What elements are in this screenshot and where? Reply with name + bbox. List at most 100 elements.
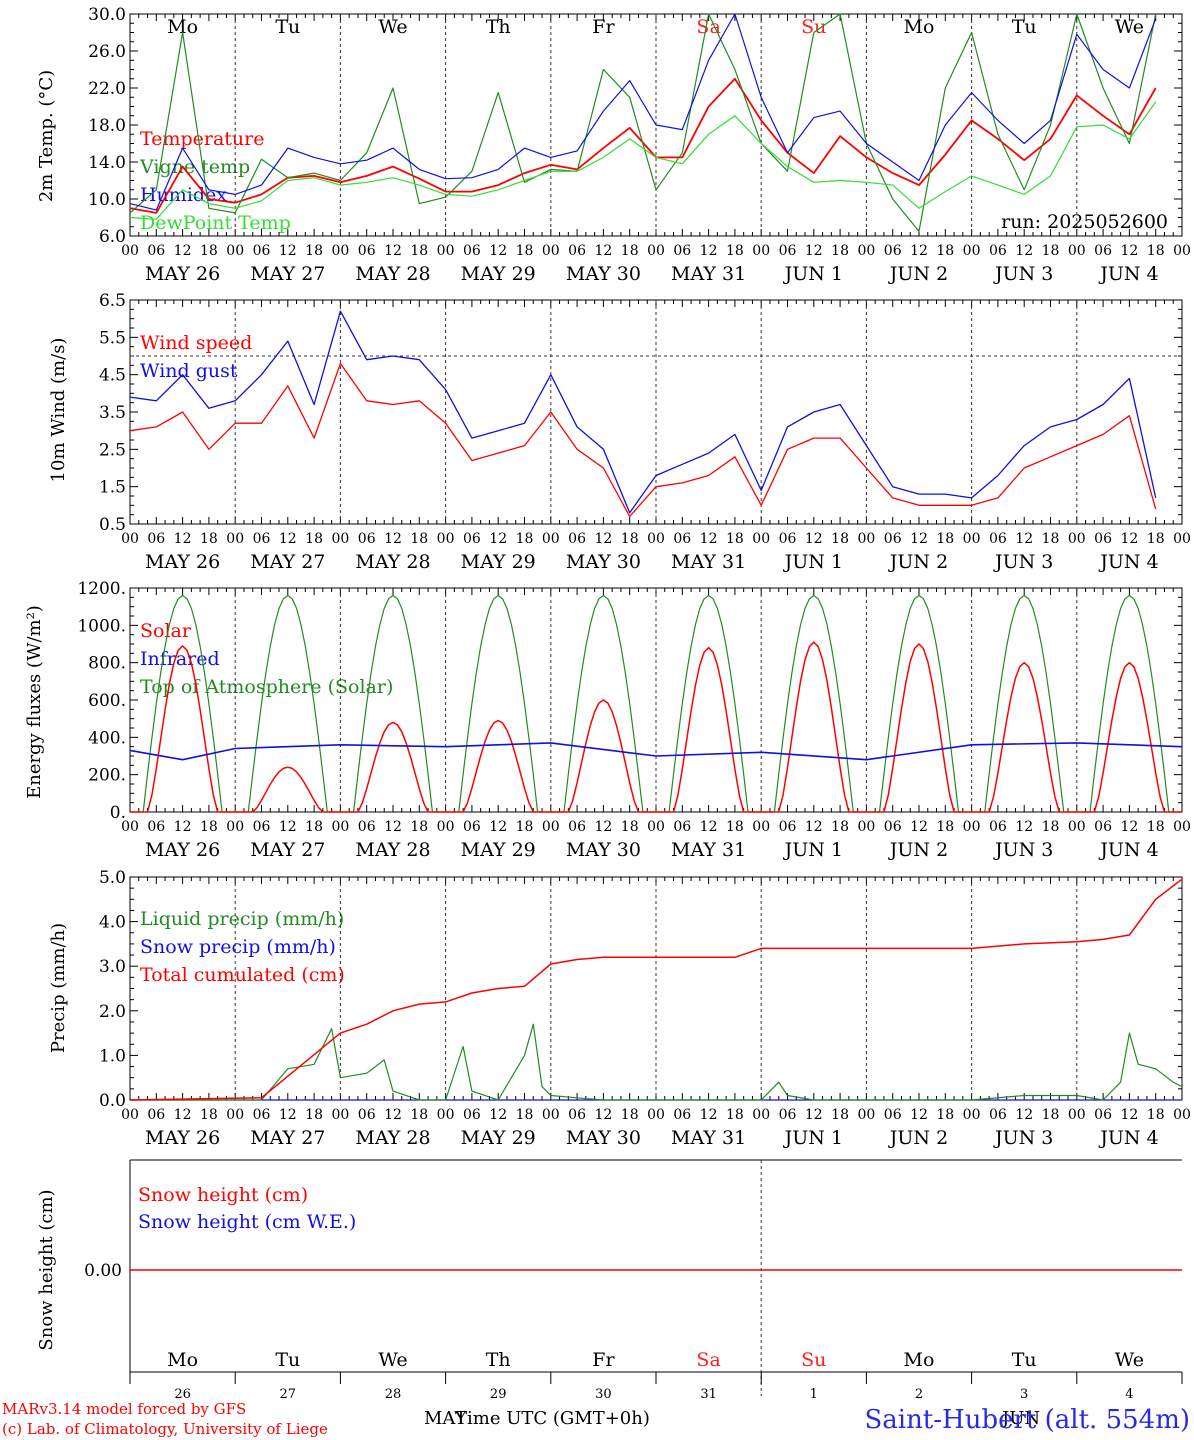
day-label: MAY 31 [671, 1127, 746, 1149]
panel-frame [129, 299, 1183, 525]
legend-humidex: Humidex [140, 184, 227, 206]
legend-snow-height: Snow height (cm) [138, 1184, 308, 1206]
day-label: MAY 27 [250, 1127, 325, 1149]
hour-label: 06 [1094, 819, 1112, 835]
hour-label: 12 [174, 1107, 192, 1123]
energy-panel: Energy fluxes (W/m²) Solar Infrared Top … [24, 605, 393, 799]
day-label: JUN 3 [993, 839, 1053, 861]
hour-label: 06 [463, 243, 481, 259]
hour-label: 18 [621, 819, 639, 835]
hour-label: 06 [989, 819, 1007, 835]
day-label: MAY 31 [671, 551, 746, 573]
hour-label: 18 [1042, 819, 1060, 835]
hour-label: 18 [1042, 243, 1060, 259]
day-number: 1 [810, 1387, 818, 1402]
model-credit: MARv3.14 model forced by GFS [2, 1400, 246, 1418]
day-label: MAY 26 [145, 1127, 220, 1149]
day-label: MAY 29 [461, 1127, 536, 1149]
hour-label: 18 [410, 243, 428, 259]
hour-label: 06 [779, 243, 797, 259]
hour-label: 18 [726, 531, 744, 547]
hour-label: 00 [331, 243, 349, 259]
hour-label: 00 [857, 1107, 875, 1123]
day-label: MAY 28 [355, 263, 430, 285]
day-label: JUN 3 [993, 551, 1053, 573]
hour-label: 00 [963, 243, 981, 259]
hour-label: 06 [884, 243, 902, 259]
y-tick-label: 18.0 [88, 116, 126, 136]
y-tick-label: 5.0 [99, 868, 126, 888]
y-tick-label: 3.5 [99, 403, 126, 423]
weekday-label: Tu [275, 1349, 300, 1371]
day-label: MAY 26 [145, 551, 220, 573]
hour-label: 12 [279, 243, 297, 259]
hour-label: 06 [147, 1107, 165, 1123]
hour-label: 18 [1147, 1107, 1165, 1123]
hour-label: 06 [568, 531, 586, 547]
hour-label: 12 [1015, 1107, 1033, 1123]
hour-label: 18 [410, 1107, 428, 1123]
hour-label: 06 [463, 531, 481, 547]
hour-label: 18 [200, 819, 218, 835]
hour-label: 18 [831, 819, 849, 835]
hour-label: 06 [253, 819, 271, 835]
snow-panel: Snow height (cm) Snow height (cm) Snow h… [36, 1184, 356, 1351]
hour-label: 18 [305, 243, 323, 259]
hour-label: 12 [700, 531, 718, 547]
hour-label: 00 [331, 531, 349, 547]
y-tick-label: 2.5 [99, 440, 126, 460]
day-label: JUN 3 [993, 1127, 1053, 1149]
hour-label: 00 [857, 243, 875, 259]
hour-label: 06 [989, 243, 1007, 259]
hour-label: 18 [200, 531, 218, 547]
hour-label: 18 [1147, 819, 1165, 835]
hour-label: 00 [1068, 1107, 1086, 1123]
solar-line [130, 641, 1182, 813]
weekday-label: Su [801, 1349, 826, 1371]
hour-label: 00 [1173, 1107, 1191, 1123]
day-label: JUN 1 [783, 551, 843, 573]
hour-label: 00 [1068, 243, 1086, 259]
y-tick-label: 400. [88, 728, 126, 748]
y-tick-label: 200. [88, 766, 126, 786]
hour-label: 18 [410, 531, 428, 547]
y-tick-label: 6.0 [99, 227, 126, 247]
weekday-label: Fr [592, 1349, 615, 1371]
hour-label: 00 [1173, 819, 1191, 835]
x-axis-label: Time UTC (GMT+0h) [455, 1408, 650, 1429]
day-label: JUN 4 [1098, 263, 1158, 285]
hour-label: 12 [489, 531, 507, 547]
legend-infrared: Infrared [140, 648, 220, 670]
day-number: 4 [1125, 1387, 1133, 1402]
day-label: MAY 30 [566, 839, 641, 861]
y-tick-label: 600. [88, 691, 126, 711]
hour-label: 06 [989, 531, 1007, 547]
day-number: 26 [174, 1387, 191, 1402]
weekday-label: Tu [1012, 1349, 1037, 1371]
temperature-line [129, 77, 1157, 214]
hour-label: 00 [752, 531, 770, 547]
hour-label: 12 [489, 1107, 507, 1123]
y-tick-label: 4.0 [99, 913, 126, 933]
hour-label: 18 [936, 1107, 954, 1123]
hour-label: 18 [410, 819, 428, 835]
hour-label: 00 [542, 1107, 560, 1123]
day-number: 27 [280, 1387, 297, 1402]
hour-label: 12 [594, 819, 612, 835]
hour-label: 12 [174, 819, 192, 835]
y-tick-label: 14.0 [88, 153, 126, 173]
weekday-label: Mo [167, 16, 198, 38]
day-label: MAY 29 [461, 551, 536, 573]
hour-label: 12 [1120, 243, 1138, 259]
hour-label: 12 [279, 1107, 297, 1123]
panel-frame [129, 587, 1183, 813]
precip-ylabel: Precip (mm/h) [48, 923, 69, 1053]
hour-label: 12 [910, 243, 928, 259]
hour-label: 12 [594, 243, 612, 259]
hour-label: 06 [147, 531, 165, 547]
wind-gust-line [129, 310, 1157, 514]
hour-label: 06 [1094, 531, 1112, 547]
hour-label: 12 [700, 819, 718, 835]
hour-label: 06 [673, 1107, 691, 1123]
